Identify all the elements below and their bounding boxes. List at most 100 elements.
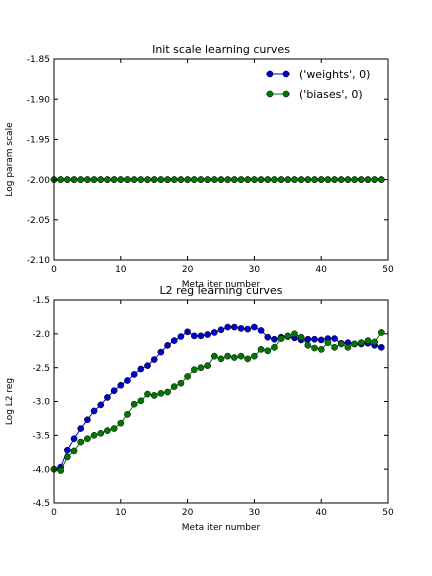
data-point bbox=[264, 347, 272, 355]
data-point bbox=[297, 333, 305, 341]
data-point bbox=[150, 356, 158, 363]
y-tick-label: -1.90 bbox=[27, 95, 51, 105]
data-point bbox=[184, 328, 191, 336]
legend-entry-0: ('weights', 0) bbox=[299, 68, 370, 81]
data-point bbox=[291, 176, 298, 183]
x-tick-label: 50 bbox=[382, 508, 394, 518]
legend-marker bbox=[282, 70, 290, 78]
data-point bbox=[277, 176, 285, 183]
x-tick-label: 10 bbox=[115, 265, 127, 275]
data-point bbox=[324, 176, 332, 183]
data-point bbox=[124, 176, 131, 183]
data-point bbox=[104, 176, 111, 183]
data-point bbox=[110, 425, 118, 432]
data-point bbox=[231, 323, 238, 331]
data-point bbox=[70, 176, 78, 183]
data-point bbox=[164, 176, 171, 183]
data-point bbox=[264, 176, 272, 183]
data-point bbox=[377, 176, 385, 183]
data-point bbox=[190, 332, 198, 340]
y-axis-label: Log L2 reg bbox=[5, 378, 15, 425]
data-point bbox=[77, 438, 85, 446]
data-point bbox=[64, 176, 71, 183]
data-point bbox=[291, 330, 298, 338]
data-point bbox=[117, 419, 125, 427]
y-tick-label: -1.95 bbox=[27, 136, 50, 146]
y-tick-label: -3.0 bbox=[32, 398, 50, 408]
data-point bbox=[217, 326, 225, 334]
data-point bbox=[70, 447, 78, 455]
data-point bbox=[84, 435, 91, 443]
x-tick-label: 40 bbox=[315, 508, 327, 518]
data-point bbox=[130, 371, 138, 378]
data-point bbox=[177, 176, 185, 183]
chart-title: Init scale learning curves bbox=[152, 43, 290, 56]
data-point bbox=[97, 429, 105, 437]
data-point bbox=[184, 373, 191, 380]
data-point bbox=[170, 383, 178, 390]
data-point bbox=[184, 176, 191, 183]
data-point bbox=[104, 427, 111, 434]
data-point bbox=[177, 333, 185, 340]
data-point bbox=[244, 325, 252, 333]
data-point bbox=[117, 381, 125, 389]
data-point bbox=[244, 355, 252, 363]
init-scale-chart: 0 10 20 30 40 50 -1.85 -1.90 -1.95 -2.00 -2.05 -2.1… bbox=[5, 43, 394, 290]
y-tick-label: -4.0 bbox=[32, 465, 50, 475]
data-point bbox=[344, 176, 352, 183]
data-point bbox=[144, 390, 151, 398]
chart-title: L2 reg learning curves bbox=[159, 284, 282, 297]
legend-entry-1: ('biases', 0) bbox=[299, 88, 363, 101]
data-point bbox=[197, 332, 205, 340]
data-point bbox=[237, 352, 245, 360]
data-point bbox=[231, 354, 238, 361]
x-tick-label: 0 bbox=[51, 508, 57, 518]
data-point bbox=[64, 453, 71, 461]
data-point bbox=[251, 176, 258, 183]
data-point bbox=[284, 332, 292, 340]
x-tick-label: 0 bbox=[51, 265, 57, 275]
data-point bbox=[337, 176, 345, 183]
x-tick-label: 20 bbox=[182, 508, 194, 518]
data-point bbox=[90, 176, 98, 183]
x-axis-label: Meta iter number bbox=[182, 523, 261, 533]
x-tick-label: 20 bbox=[182, 265, 194, 275]
data-point bbox=[377, 329, 385, 336]
data-point bbox=[210, 329, 218, 336]
data-point bbox=[57, 467, 65, 474]
data-point bbox=[231, 176, 238, 183]
data-point bbox=[277, 335, 285, 342]
data-point bbox=[110, 387, 118, 395]
data-point bbox=[331, 344, 338, 351]
data-point bbox=[217, 176, 225, 183]
y-tick-label: -1.5 bbox=[32, 296, 50, 306]
data-point bbox=[97, 401, 105, 409]
data-point bbox=[197, 176, 205, 183]
data-point bbox=[204, 331, 211, 338]
data-point bbox=[210, 176, 218, 183]
data-point bbox=[137, 365, 145, 373]
data-point bbox=[331, 335, 338, 342]
data-point bbox=[150, 392, 158, 399]
data-point bbox=[124, 411, 131, 418]
data-point bbox=[304, 341, 312, 349]
data-point bbox=[177, 379, 185, 387]
data-point bbox=[257, 346, 265, 353]
data-point bbox=[117, 176, 125, 183]
data-point bbox=[317, 176, 325, 183]
y-tick-label: -2.05 bbox=[27, 216, 50, 226]
data-point bbox=[77, 425, 85, 432]
data-point bbox=[204, 362, 211, 369]
data-point bbox=[304, 176, 312, 183]
data-point bbox=[237, 325, 245, 332]
y-tick-label: -1.85 bbox=[27, 55, 50, 65]
l2-reg-chart: 0 10 20 30 40 50 -1.5 -2.0 -2.5 -3.0 -3.5 -4.0 -4.5 L… bbox=[5, 284, 394, 533]
data-point bbox=[364, 176, 372, 183]
data-point bbox=[271, 176, 278, 183]
y-tick-label: -2.0 bbox=[32, 330, 50, 340]
data-point bbox=[311, 176, 318, 183]
data-point bbox=[264, 333, 272, 341]
data-point bbox=[311, 344, 318, 352]
legend: ('weights', 0) ('biases', 0) bbox=[266, 68, 370, 101]
